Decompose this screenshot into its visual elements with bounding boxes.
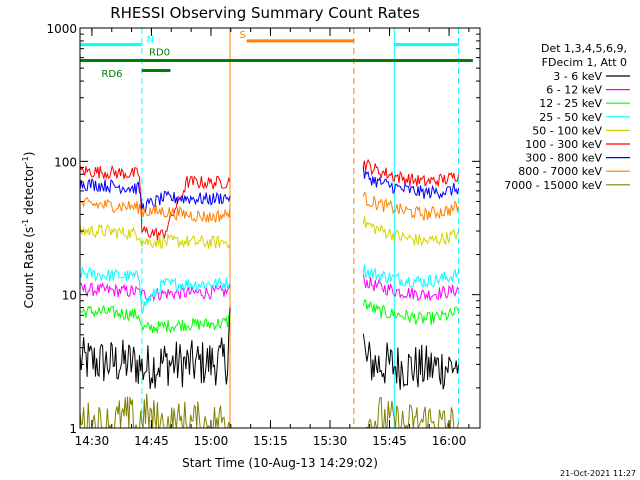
y-tick-label-1: 10: [62, 289, 77, 303]
x-tick-label-2: 15:00: [194, 434, 229, 448]
y-tick-label-3: 1000: [46, 22, 77, 36]
legend-label-1: 6 - 12 keV: [546, 84, 602, 97]
y-tick-label-2: 100: [54, 155, 77, 169]
series-line-1-seg-1: [362, 274, 460, 302]
state-label-n: N: [147, 34, 154, 45]
chart-title: RHESSI Observing Summary Count Rates: [110, 4, 420, 22]
x-axis-label: Start Time (10-Aug-13 14:29:02): [182, 456, 378, 470]
legend-label-0: 3 - 6 keV: [553, 70, 602, 83]
x-tick-label-4: 15:30: [313, 434, 348, 448]
series-line-5-seg-0: [79, 164, 231, 240]
series-line-4-seg-1: [362, 215, 459, 247]
legend-label-6: 300 - 800 keV: [525, 152, 602, 165]
x-tick-label-5: 15:45: [372, 434, 407, 448]
series-line-2-seg-1: [362, 299, 460, 326]
series-line-3-seg-0: [79, 266, 231, 315]
series-line-5-seg-1: [362, 158, 460, 187]
x-tick-label-0: 14:30: [75, 434, 110, 448]
series-line-8-seg-0: [79, 393, 231, 430]
state-label-rd0: RD0: [149, 48, 170, 59]
state-label-rd6: RD6: [101, 69, 122, 80]
y-tick-label-0: 1: [69, 422, 77, 436]
x-tick-label-6: 16:00: [432, 434, 467, 448]
series-line-3-seg-1: [362, 264, 459, 290]
legend: Det 1,3,4,5,6,9,FDecim 1, Att 03 - 6 keV…: [504, 42, 630, 192]
y-label-main: Count Rate (s: [22, 227, 36, 309]
x-tick-label-3: 15:15: [253, 434, 288, 448]
series-line-1-seg-0: [79, 282, 231, 302]
plot-frame: [79, 27, 481, 429]
legend-label-4: 50 - 100 keV: [532, 124, 602, 137]
legend-label-8: 7000 - 15000 keV: [504, 179, 602, 192]
series-line-4-seg-0: [79, 223, 231, 249]
series-line-6-seg-0: [79, 177, 231, 214]
series-line-7-seg-0: [79, 196, 231, 224]
legend-label-2: 12 - 25 keV: [539, 97, 602, 110]
series-line-8-seg-1: [363, 397, 460, 430]
state-label-s: S: [240, 30, 246, 41]
timestamp: 21-Oct-2021 11:27: [560, 469, 636, 478]
y-label-mid: detector: [22, 164, 36, 219]
series-line-7-seg-1: [362, 191, 460, 221]
y-label-sup2: -1: [21, 156, 30, 164]
legend-label-3: 25 - 50 keV: [539, 111, 602, 124]
y-axis-label: Count Rate (s-1 detector-1): [21, 152, 36, 309]
y-label-sup1: -1: [21, 219, 30, 227]
legend-header-1: FDecim 1, Att 0: [542, 56, 627, 69]
svg-text:Count Rate (s-1 detector-1): Count Rate (s-1 detector-1): [21, 152, 36, 309]
plot-area: N S RD0 RD6 14:30 14:45 15:00 15:15 15:30 15:45 16…: [46, 22, 481, 448]
legend-header-0: Det 1,3,4,5,6,9,: [541, 42, 627, 55]
y-label-end: ): [22, 152, 36, 157]
series-line-0-seg-1: [362, 333, 460, 390]
series-line-0-seg-0: [79, 307, 231, 390]
legend-label-7: 800 - 7000 keV: [518, 165, 602, 178]
series-line-6-seg-1: [362, 166, 460, 200]
x-tick-label-1: 14:45: [134, 434, 169, 448]
legend-label-5: 100 - 300 keV: [525, 138, 602, 151]
series-line-2-seg-0: [79, 304, 231, 334]
